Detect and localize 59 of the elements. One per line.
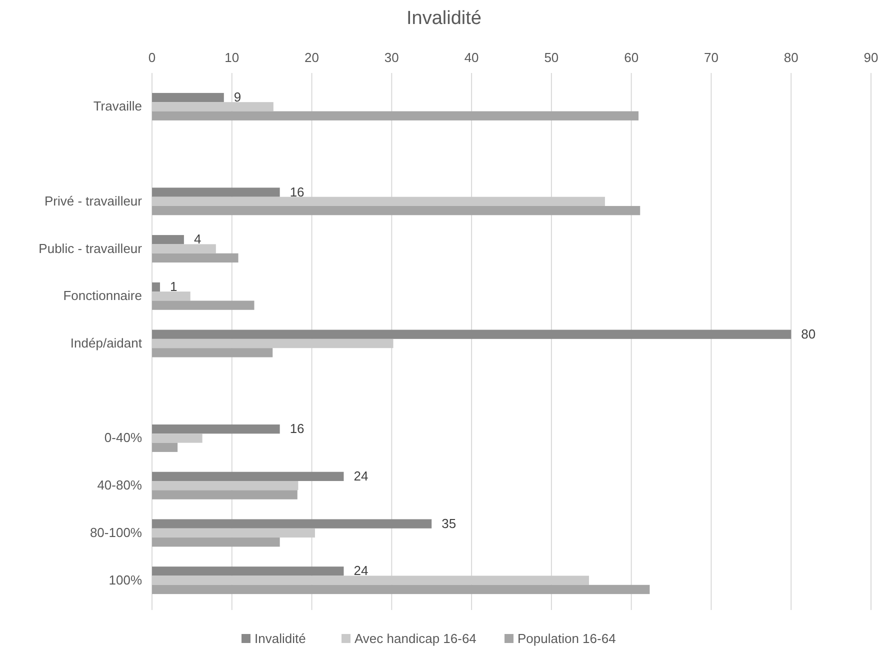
bar: [152, 576, 589, 585]
data-label: 4: [194, 232, 202, 247]
x-tick-label: 20: [304, 50, 320, 65]
y-tick-label: Indép/aidant: [70, 336, 142, 350]
data-label: 35: [442, 516, 456, 531]
x-tick-label: 50: [544, 50, 559, 65]
chart-title: Invalidité: [406, 8, 482, 29]
bar: [152, 584, 650, 594]
data-label: 1: [170, 278, 178, 294]
bar: [152, 538, 280, 547]
bar: [152, 253, 238, 263]
y-tick-label: Fonctionnaire: [63, 288, 142, 304]
bar: [152, 338, 394, 348]
bar: [152, 442, 178, 452]
y-tick-label: 40-80%: [97, 478, 142, 493]
bar: [152, 196, 605, 206]
bar: [152, 282, 160, 292]
bar: [152, 292, 190, 301]
x-tick-label: 70: [704, 50, 718, 65]
bar: [152, 188, 280, 197]
bar: [152, 472, 344, 482]
y-tick-label: Public - travailleur: [38, 240, 143, 256]
bar: [152, 424, 280, 434]
x-tick-label: 40: [464, 50, 479, 65]
bar: [152, 92, 224, 102]
x-tick-label: 80: [784, 50, 798, 65]
data-label: 24: [354, 468, 368, 484]
y-tick-label: 0-40%: [104, 430, 142, 446]
x-tick-label: 90: [864, 50, 878, 65]
x-tick-label: 30: [384, 50, 399, 65]
legend-label: Avec handicap 16-64: [354, 631, 476, 646]
data-label: 16: [290, 184, 304, 200]
data-label: 16: [290, 421, 304, 436]
bar: [152, 528, 315, 538]
x-tick-label: 0: [148, 50, 156, 65]
y-tick-label: Privé - travailleur: [44, 193, 143, 208]
bar: [152, 434, 202, 443]
bar: [152, 244, 216, 254]
y-tick-label: 80-100%: [90, 524, 142, 540]
bar: [152, 111, 639, 120]
bar: [152, 235, 184, 244]
bar: [152, 348, 273, 358]
bar: [152, 490, 298, 500]
bar: [152, 566, 344, 576]
bar: [152, 481, 298, 490]
legend-label: Population 16-64: [518, 631, 616, 646]
bar: [152, 519, 432, 528]
bar: [152, 330, 792, 339]
bar: [152, 102, 274, 112]
legend-label: Invalidité: [254, 631, 306, 646]
y-tick-label: Travaille: [93, 98, 142, 114]
bar: [152, 206, 640, 216]
x-tick-label: 10: [224, 50, 240, 65]
x-tick-label: 60: [624, 50, 639, 65]
data-label: 24: [354, 563, 368, 578]
bar: [152, 300, 254, 310]
data-label: 80: [801, 326, 816, 342]
data-label: 9: [234, 90, 242, 105]
y-tick-label: 100%: [108, 572, 142, 588]
